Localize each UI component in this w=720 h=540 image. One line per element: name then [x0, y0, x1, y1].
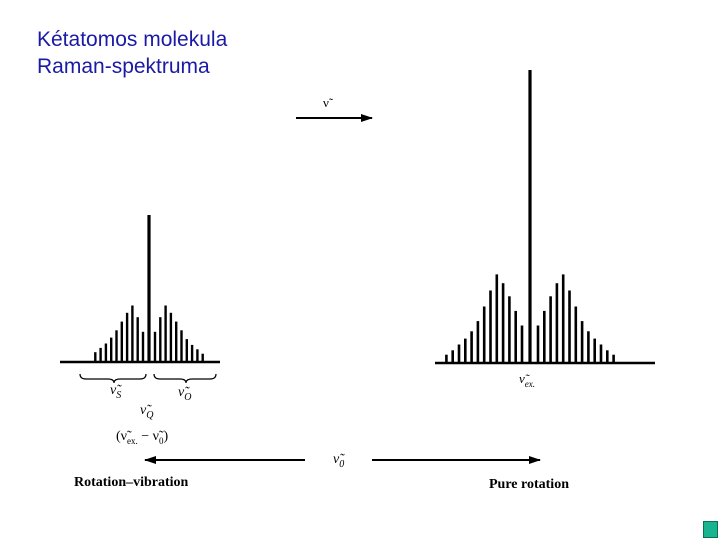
o-branch-line — [568, 290, 571, 362]
o-branch-line — [587, 331, 590, 362]
central-line-rayleigh — [528, 70, 532, 362]
s-branch-line — [120, 321, 123, 361]
o-branch-line — [175, 321, 178, 361]
s-branch-line — [445, 354, 448, 362]
s-branch-line — [520, 325, 524, 362]
pure-rotation-label: Pure rotation — [489, 477, 569, 492]
s-branch-line — [482, 306, 486, 362]
nu-o-label: ν̃O — [178, 385, 191, 403]
s-branch-line — [136, 317, 139, 361]
slide-title: Kétatomos molekula Raman-spektruma — [37, 26, 227, 80]
o-branch-line — [574, 306, 578, 362]
title-line-1: Kétatomos molekula — [37, 28, 228, 51]
o-branch-line — [580, 321, 584, 362]
s-branch-line — [508, 296, 511, 362]
o-branch-line — [612, 354, 615, 362]
s-branch-line — [110, 337, 113, 361]
s-branch-line — [451, 350, 454, 362]
s-branch-line — [125, 312, 129, 361]
s-branch-line — [141, 331, 145, 361]
o-branch-line — [153, 331, 157, 361]
s-branch-bracket — [79, 373, 147, 384]
s-branch-line — [495, 274, 499, 362]
nu-ex-label: ν̃ex. — [519, 371, 535, 389]
navigation-button[interactable] — [703, 521, 718, 538]
o-branch-line — [555, 283, 559, 362]
o-branch-line — [190, 344, 194, 361]
s-branch-line — [94, 352, 97, 361]
s-branch-line — [489, 290, 492, 362]
o-branch-line — [196, 349, 199, 361]
s-branch-line — [514, 310, 517, 362]
s-branch-line — [501, 283, 505, 362]
spectral-lines — [94, 70, 615, 362]
nu-0-label: ν̃0 — [333, 452, 345, 470]
o-branch-line — [549, 296, 552, 362]
s-branch-line — [464, 338, 467, 362]
nu-arrow-label: ν̃ — [323, 95, 334, 110]
o-branch-line — [593, 338, 596, 362]
s-branch-line — [104, 343, 108, 361]
nu-q-label: ν̃Q — [140, 403, 154, 421]
title-line-2: Raman-spektruma — [37, 55, 210, 78]
s-branch-line — [131, 305, 134, 361]
o-branch-line — [561, 274, 565, 362]
o-branch-line — [201, 353, 204, 361]
o-branch-line — [536, 325, 540, 362]
s-branch-line — [115, 330, 118, 361]
o-branch-line — [180, 330, 183, 361]
s-branch-line — [99, 347, 102, 361]
o-branch-line — [543, 310, 546, 362]
o-branch-line — [185, 339, 188, 361]
s-branch-line — [457, 344, 461, 362]
s-branch-line — [476, 321, 480, 362]
o-branch-line — [159, 317, 162, 361]
central-line-q-branch — [147, 215, 151, 361]
o-branch-bracket — [153, 373, 217, 384]
o-branch-line — [599, 344, 603, 362]
o-branch-line — [169, 312, 173, 361]
rotation-vibration-label: Rotation–vibration — [74, 475, 189, 490]
o-branch-line — [606, 350, 609, 362]
nu-s-label: ν̃S — [110, 383, 122, 401]
o-branch-line — [164, 305, 167, 361]
shift-expression-label: (ν̃ex. − ν̃0) — [116, 429, 168, 446]
s-branch-line — [470, 331, 473, 362]
